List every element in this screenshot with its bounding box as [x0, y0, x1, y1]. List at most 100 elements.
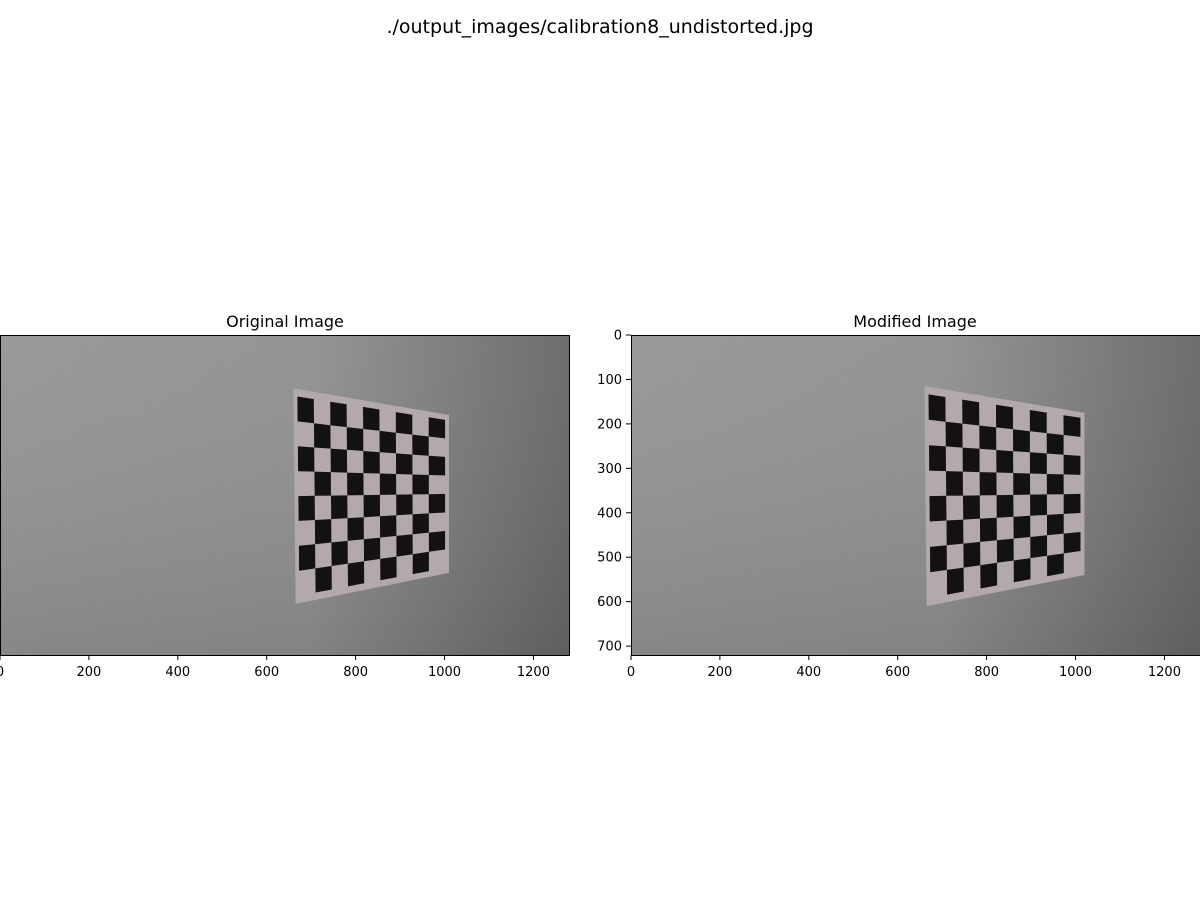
y-tick-label: 700	[597, 640, 622, 655]
x-tick-label: 800	[974, 665, 999, 680]
x-tick-label: 800	[343, 665, 368, 680]
board-square	[395, 412, 413, 435]
x-tick-label: 600	[254, 665, 279, 680]
image-original	[0, 335, 569, 655]
board-square	[1013, 515, 1031, 539]
x-ticks: 0 200 400 600 800 1000 1200	[0, 655, 550, 680]
axes-modified: Modified Image 0 200 400 600 800 1000 1200 0 10…	[597, 312, 1200, 680]
board-square	[1046, 433, 1064, 455]
board-square	[996, 538, 1014, 563]
board-square	[396, 453, 413, 475]
y-tick-label: 300	[597, 462, 622, 477]
board-square	[346, 427, 364, 451]
board-square	[946, 567, 964, 595]
board-square	[962, 399, 980, 426]
y-tick-label: 500	[597, 551, 622, 566]
board-square	[980, 517, 997, 542]
y-tick-label: 200	[597, 417, 622, 432]
board-square	[330, 401, 347, 428]
board-square	[347, 472, 364, 496]
board-square	[412, 551, 429, 575]
board-square	[929, 495, 947, 522]
board-square	[1030, 494, 1047, 516]
board-square	[979, 425, 997, 450]
board-square	[1029, 452, 1047, 474]
board-square	[996, 450, 1014, 473]
board-square	[979, 472, 997, 496]
x-tick-label: 1000	[1059, 665, 1092, 680]
wall-texture	[0, 335, 569, 655]
board-square	[1063, 454, 1081, 475]
board-square	[379, 473, 397, 495]
axes-frame	[0, 335, 570, 656]
x-tick-label: 1200	[1148, 665, 1181, 680]
board-square	[363, 537, 381, 562]
image-modified	[631, 335, 1200, 655]
board-square	[996, 494, 1014, 518]
wall-texture	[631, 335, 1200, 655]
board-square	[996, 404, 1013, 430]
board-square	[363, 494, 380, 518]
y-ticks: 0 100 200 300 400 500 600 700	[597, 329, 631, 655]
board-square	[396, 494, 413, 516]
board-square	[363, 451, 380, 474]
board-square	[347, 561, 365, 587]
x-tick-label: 400	[165, 665, 190, 680]
board-square	[412, 513, 429, 535]
board-square	[314, 471, 331, 496]
board-square	[297, 396, 314, 424]
board-square	[347, 517, 364, 541]
board-square	[331, 540, 348, 566]
board-square	[963, 495, 980, 520]
board-square	[379, 430, 396, 454]
board-square	[428, 417, 446, 439]
board-square	[929, 445, 946, 472]
board-square	[1047, 553, 1064, 577]
board-square	[930, 545, 947, 573]
axes-frame	[631, 335, 1200, 656]
board-square	[1063, 532, 1081, 554]
board-square	[1030, 535, 1048, 559]
board-square	[946, 471, 963, 496]
x-tick-label: 0	[627, 665, 635, 680]
board-square	[428, 455, 446, 476]
x-tick-label: 200	[707, 665, 732, 680]
board-square	[380, 556, 397, 581]
board-square	[928, 394, 946, 422]
board-square	[1013, 558, 1031, 583]
y-tick-label: 0	[614, 329, 622, 344]
board-square	[412, 474, 429, 495]
axes-title-original: Original Image	[226, 312, 344, 331]
checkerboard	[924, 386, 1085, 607]
board-square	[412, 434, 429, 456]
board-square	[314, 519, 332, 545]
y-tick-label: 400	[597, 506, 622, 521]
board-square	[1063, 493, 1081, 514]
y-tick-label: 100	[597, 373, 622, 388]
board-square	[314, 423, 331, 449]
x-tick-label: 600	[885, 665, 910, 680]
board-square	[330, 448, 348, 473]
board-square	[1046, 474, 1064, 495]
board-square	[1047, 513, 1064, 536]
y-tick-label: 600	[597, 595, 622, 610]
board-square	[331, 495, 348, 520]
board-square	[1013, 473, 1031, 495]
x-tick-label: 400	[796, 665, 821, 680]
axes-original: Original Image 0 200 400 600 800 1000 1200	[0, 312, 570, 680]
board-square	[1029, 410, 1047, 434]
board-square	[945, 421, 963, 448]
board-square	[396, 534, 413, 557]
board-square	[1013, 429, 1030, 453]
figure-title: ./output_images/calibration8_undistorted…	[386, 16, 813, 38]
board-square	[298, 495, 315, 521]
checkerboard	[293, 388, 449, 604]
x-tick-label: 1200	[517, 665, 550, 680]
board-square	[380, 515, 397, 538]
axes-title-modified: Modified Image	[853, 312, 976, 331]
board-square	[363, 406, 380, 431]
board-square	[962, 447, 980, 473]
board-square	[428, 531, 446, 552]
board-square	[946, 519, 964, 546]
